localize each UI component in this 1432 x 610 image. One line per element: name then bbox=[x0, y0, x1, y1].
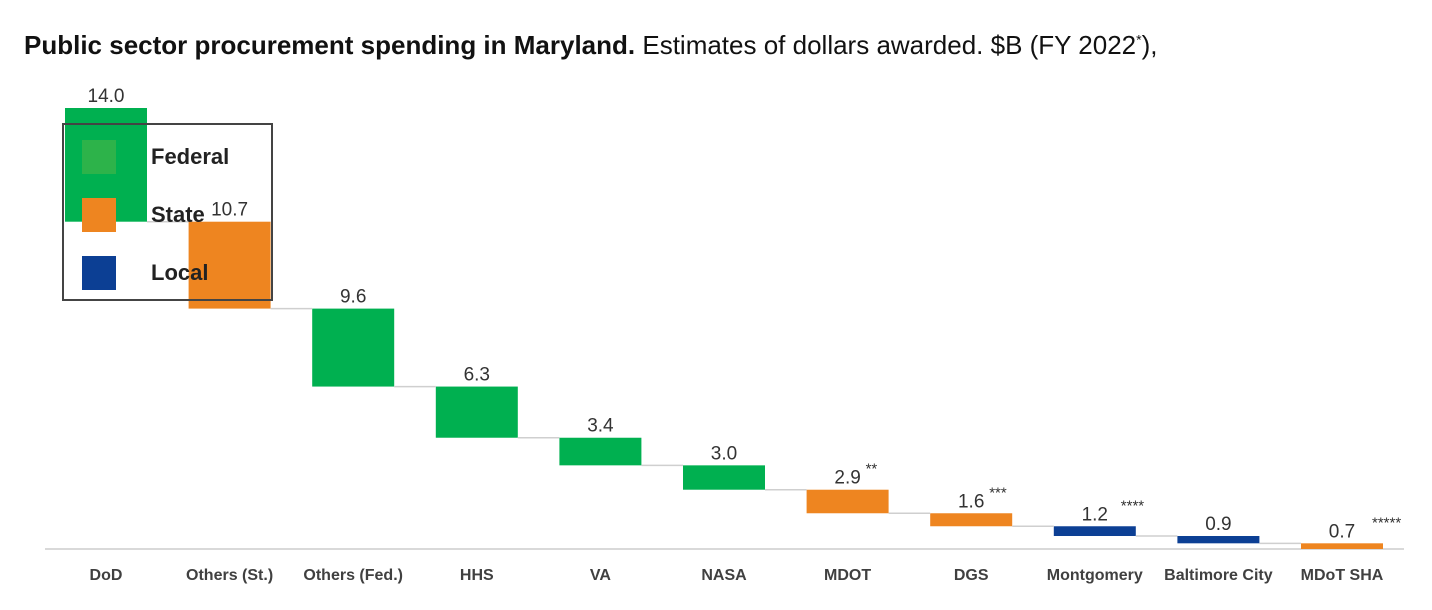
x-tick-label: Others (St.) bbox=[186, 567, 273, 584]
data-label: 6.3 bbox=[464, 365, 490, 386]
data-label: 0.9 bbox=[1205, 514, 1231, 535]
legend-item-federal: Federal bbox=[82, 139, 229, 175]
x-tick-label: Others (Fed.) bbox=[303, 567, 403, 584]
legend-label-state: State bbox=[151, 202, 205, 227]
x-tick-label: VA bbox=[590, 567, 611, 584]
legend-item-local: Local bbox=[82, 255, 208, 291]
data-label: 1.6 bbox=[958, 491, 984, 512]
bar-montgomery bbox=[1053, 526, 1136, 537]
data-label: 2.9 bbox=[834, 468, 860, 489]
chart-subtitle: Estimates of dollars awarded. $B (FY 202… bbox=[635, 30, 1137, 60]
x-tick-label: DoD bbox=[90, 567, 123, 584]
bar-dgs bbox=[930, 513, 1013, 527]
x-tick-label: Baltimore City bbox=[1164, 567, 1273, 584]
data-label: 3.0 bbox=[711, 443, 737, 464]
footnote-mark: **** bbox=[1121, 497, 1145, 514]
legend-label-local: Local bbox=[151, 260, 209, 285]
chart-title: Public sector procurement spending in Ma… bbox=[24, 30, 1157, 61]
bar-others-fed bbox=[312, 308, 395, 387]
legend-label-federal: Federal bbox=[151, 144, 230, 169]
x-tick-label: DGS bbox=[954, 567, 989, 584]
x-tick-label: MDOT bbox=[824, 567, 871, 584]
data-label: 14.0 bbox=[88, 86, 125, 107]
bar-mdot-sha bbox=[1301, 543, 1383, 549]
bar-mdot bbox=[806, 489, 889, 514]
data-label: 0.7 bbox=[1329, 521, 1355, 542]
chart-title-bold: Public sector procurement spending in Ma… bbox=[24, 30, 636, 60]
bar-baltimore-city bbox=[1177, 536, 1260, 544]
legend-swatch-local bbox=[82, 256, 116, 290]
data-label: 9.6 bbox=[340, 287, 366, 308]
footnote-mark: ** bbox=[866, 461, 878, 478]
chart-legend: Federal State Local bbox=[62, 123, 273, 301]
x-tick-label: Montgomery bbox=[1047, 567, 1143, 584]
bar-va bbox=[559, 437, 642, 466]
footnote-mark: *** bbox=[989, 484, 1007, 501]
data-label: 10.7 bbox=[211, 200, 248, 221]
bar-others-st bbox=[188, 221, 271, 309]
data-label: 3.4 bbox=[587, 416, 614, 437]
x-tick-label: NASA bbox=[701, 567, 747, 584]
legend-swatch-federal bbox=[82, 140, 116, 174]
chart-subtitle-tail: ), bbox=[1141, 30, 1158, 60]
x-tick-label: MDoT SHA bbox=[1301, 567, 1384, 584]
bar-nasa bbox=[683, 465, 765, 490]
footnote-mark: ***** bbox=[1372, 514, 1401, 531]
legend-swatch-state bbox=[82, 198, 116, 232]
x-tick-label: HHS bbox=[460, 567, 494, 584]
legend-item-state: State bbox=[82, 197, 205, 233]
data-label: 1.2 bbox=[1082, 504, 1108, 525]
chart-subtitle-sup: * bbox=[1136, 31, 1142, 48]
bar-hhs bbox=[435, 386, 518, 438]
